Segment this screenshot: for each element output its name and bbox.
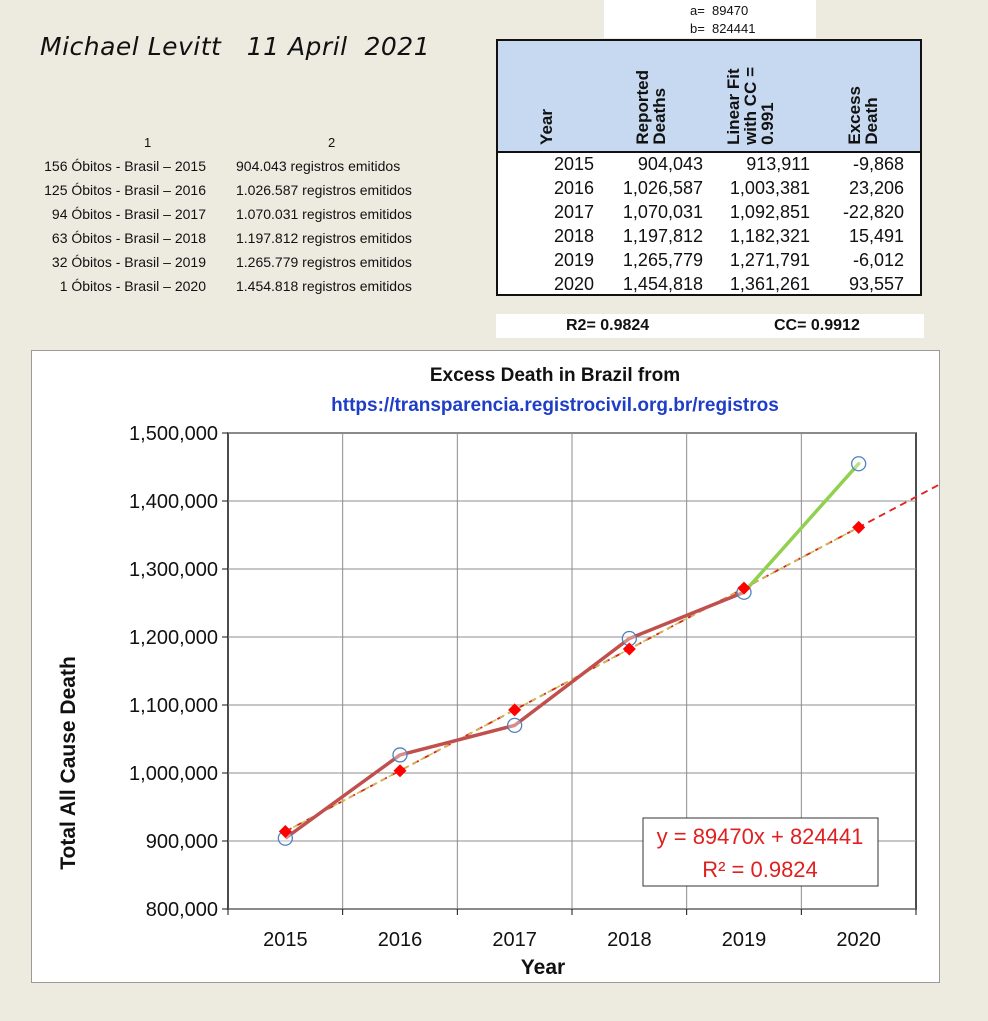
y-tick-label: 800,000 [146,899,218,921]
x-tick-label: 2018 [607,929,652,951]
source-row-text: 1.026.587 registros emitidos [236,182,412,198]
reported-point [392,747,408,763]
equation-line: y = 89470x + 824441 [657,824,864,849]
fit-point [508,703,522,717]
y-tick-label: 1,000,000 [129,763,218,785]
y-tick-label: 1,300,000 [129,559,218,581]
table-cell: 1,454,818 [622,274,703,294]
table-cell: 904,043 [637,154,703,174]
table-cell: 1,182,321 [729,226,810,246]
trendline [284,483,939,833]
table-cell: 913,911 [746,154,810,174]
table-cell: 2020 [553,274,594,294]
source-row-text: 1.265.779 registros emitidos [236,254,412,270]
fit-series-line [284,526,860,833]
y-tick-label: 1,200,000 [129,627,218,649]
x-tick-label: 2016 [378,929,423,951]
r2-stat: R2= 0.9824 [566,317,650,334]
reported-point [851,456,867,472]
table-cell: -9,868 [852,154,904,174]
fit-point [852,520,866,534]
source-row-idx: 125 Óbitos - Brasil – 2016 [44,182,206,198]
excess-segment-line [742,461,861,595]
table-cell: 1,361,261 [729,274,810,294]
source-row-text: 904.043 registros emitidos [236,158,401,174]
x-tick-label: 2019 [722,929,767,951]
table-cell: 23,206 [848,178,904,198]
source-col2-header: 2 [328,135,336,150]
table-cell: 1,197,812 [622,226,703,246]
table-cell: 1,070,031 [622,202,703,222]
source-row-idx: 63 Óbitos - Brasil – 2018 [51,230,206,246]
fit-point [737,581,751,595]
fit-param-b: b= 824441 [690,21,756,36]
table-cell: 1,265,779 [622,250,703,270]
x-tick-label: 2017 [492,929,537,951]
cc-stat: CC= 0.9912 [774,317,860,334]
fit-point [622,642,636,656]
source-row-idx: 32 Óbitos - Brasil – 2019 [51,254,206,270]
table-cell: 1,271,791 [729,250,810,270]
fit-point [393,764,407,778]
table-cell: 1,026,587 [622,178,703,198]
fit-parameters-box: a= 89470 b= 824441 [604,0,816,38]
y-tick-label: 1,400,000 [129,491,218,513]
y-tick-label: 1,500,000 [129,423,218,445]
source-row-idx: 1 Óbitos - Brasil – 2020 [59,278,206,294]
chart-subtitle: https://transparencia.registrocivil.org.… [331,395,779,416]
table-cell: 2019 [553,250,594,270]
header-excess-death: Excess Death [845,86,881,145]
chart-container: Excess Death in Brazil from https://tran… [31,350,940,983]
x-tick-label: 2020 [836,929,881,951]
fit-param-a: a= 89470 [690,3,749,18]
table-cell: -22,820 [842,202,904,222]
excess-death-table: Year Reported Deaths Linear Fit with CC … [496,39,922,296]
equation-r2: R² = 0.9824 [702,857,818,882]
chart-title: Excess Death in Brazil from [430,365,680,386]
source-row-text: 1.197.812 registros emitidos [236,230,412,246]
table-cell: 15,491 [848,226,904,246]
table-header: Year Reported Deaths Linear Fit with CC … [498,41,920,153]
reported-point [507,717,523,734]
y-tick-label: 1,100,000 [129,695,218,717]
y-tick-label: 900,000 [146,831,218,853]
author-date-note: Michael Levitt 11 April 2021 [40,32,431,61]
source-col1-header: 1 [144,135,152,150]
excess-death-chart: Excess Death in Brazil from https://tran… [57,365,939,979]
table-cell: 2017 [553,202,594,222]
source-row-idx: 156 Óbitos - Brasil – 2015 [44,158,206,174]
table-cell: 2018 [553,226,594,246]
fit-stats-bar: R2= 0.9824 CC= 0.9912 [496,314,924,338]
table-cell: 93,557 [848,274,904,294]
x-tick-label: 2015 [263,929,308,951]
table-cell: -6,012 [852,250,904,270]
equation-box [642,817,879,887]
source-row-text: 1.070.031 registros emitidos [236,206,412,222]
source-row-text: 1.454.818 registros emitidos [236,278,412,294]
y-axis-label: Total All Cause Death [57,656,80,870]
fit-point [278,825,292,839]
x-axis-label: Year [521,956,565,979]
source-row-idx: 94 Óbitos - Brasil – 2017 [51,206,206,222]
table-cell: 2015 [553,154,594,174]
table-cell: 1,092,851 [729,202,810,222]
header-year: Year [537,109,556,145]
header-reported-deaths: Reported Deaths [633,70,669,145]
reported-series-line [284,590,745,840]
table-cell: 2016 [553,178,594,198]
table-cell: 1,003,381 [729,178,810,198]
header-linear-fit: Linear Fit with CC = 0.991 [724,67,777,145]
